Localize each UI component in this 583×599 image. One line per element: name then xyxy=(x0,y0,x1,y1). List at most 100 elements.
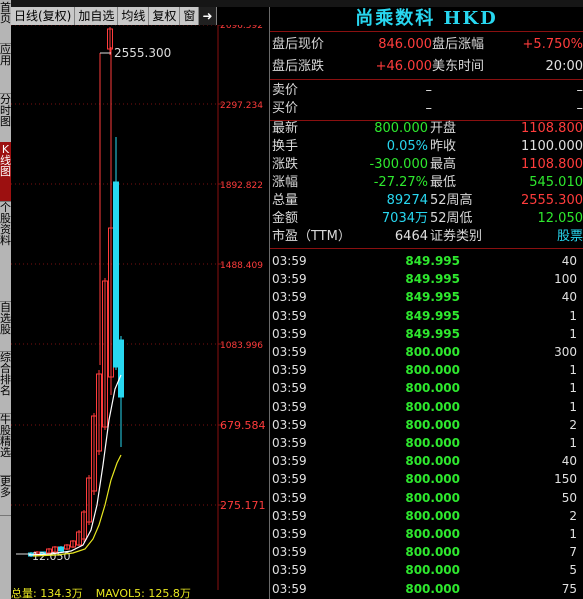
candle-body xyxy=(91,415,97,492)
ask-label: 卖价 xyxy=(272,83,299,98)
trade-time: 03:59 xyxy=(272,417,307,432)
side-tab-3[interactable]: K线图 xyxy=(0,142,11,202)
trade-volume: 1 xyxy=(569,381,577,396)
trade-price: 800.000 xyxy=(405,363,460,378)
side-tab-4[interactable]: 个股资料 xyxy=(0,200,11,302)
low-price-label: 12.050 xyxy=(32,550,71,563)
after-pct-value: +5.750% xyxy=(522,37,583,52)
wk52-low-label: 52周低 xyxy=(430,211,473,226)
trade-time: 03:59 xyxy=(272,290,307,305)
daily-adjusted-button[interactable]: 日线(复权) xyxy=(11,7,76,25)
trade-price: 800.000 xyxy=(405,381,460,396)
trade-time: 03:59 xyxy=(272,436,307,450)
trade-price: 800.000 xyxy=(405,472,460,487)
candle-body xyxy=(58,546,64,552)
trade-time: 03:59 xyxy=(272,399,307,414)
side-tab-1[interactable]: 应用 xyxy=(0,42,11,94)
ask-value: – xyxy=(425,83,433,98)
after-price-label: 盘后现价 xyxy=(272,37,325,52)
trade-row: 03:59 800.000 75 xyxy=(270,580,583,598)
trade-price: 800.000 xyxy=(405,436,460,450)
trade-price: 800.000 xyxy=(405,563,460,578)
trade-row: 03:59 849.995 100 xyxy=(270,270,583,288)
us-time-value: 20:00 xyxy=(545,59,583,74)
trade-price: 800.000 xyxy=(405,581,460,596)
trade-row: 03:59 849.995 1 xyxy=(270,325,583,343)
candle-body xyxy=(86,477,92,523)
trade-time: 03:59 xyxy=(272,472,307,487)
high-label: 最高 xyxy=(430,157,457,172)
after-pct-label: 盘后涨幅 xyxy=(432,37,485,52)
candle-body xyxy=(118,339,124,398)
trade-row: 03:59 800.000 300 xyxy=(270,343,583,361)
pe-value: 6464 xyxy=(394,229,428,244)
trade-volume: 1 xyxy=(569,363,577,378)
prev-close-value: 1100.000 xyxy=(520,139,583,154)
trade-row: 03:59 800.000 1 xyxy=(270,379,583,397)
price-tick-label: 2297.234 xyxy=(220,101,263,111)
trade-time: 03:59 xyxy=(272,254,307,268)
price-tick-label: 275.171 xyxy=(220,499,266,512)
trade-volume: 40 xyxy=(561,454,577,469)
divider xyxy=(270,248,583,249)
trade-price: 849.995 xyxy=(405,254,460,268)
after-price-value: 846.000 xyxy=(378,37,432,52)
divider xyxy=(270,79,583,80)
trade-volume: 1 xyxy=(569,399,577,414)
trade-row: 03:59 800.000 5 xyxy=(270,561,583,579)
candle-body xyxy=(34,551,40,555)
volume-value: 89274 xyxy=(386,193,428,208)
adjust-button[interactable]: 复权 xyxy=(149,7,181,25)
amount-value: 7034万 xyxy=(381,211,428,226)
candle-body xyxy=(52,546,58,553)
side-tab-5[interactable]: 自选股 xyxy=(0,300,11,352)
trade-volume: 40 xyxy=(561,290,577,305)
arrow-right-icon[interactable]: ➜ xyxy=(199,7,217,25)
trade-volume: 7 xyxy=(569,545,577,560)
trade-time: 03:59 xyxy=(272,545,307,560)
candle-body xyxy=(70,540,76,548)
trade-row: 03:59 800.000 1 xyxy=(270,525,583,543)
moving-average-button[interactable]: 均线 xyxy=(118,7,150,25)
trade-price: 800.000 xyxy=(405,345,460,359)
last-value: 800.000 xyxy=(374,121,428,136)
trade-price: 800.000 xyxy=(405,527,460,541)
side-tab-8[interactable]: 更多 xyxy=(0,474,11,516)
trade-price: 849.995 xyxy=(405,326,460,341)
low-value: 545.010 xyxy=(529,175,583,190)
trade-row: 03:59 800.000 2 xyxy=(270,507,583,525)
add-watchlist-button[interactable]: 加自选 xyxy=(75,7,119,25)
trade-volume: 2 xyxy=(569,417,577,432)
trade-time: 03:59 xyxy=(272,454,307,469)
trade-time: 03:59 xyxy=(272,490,307,505)
amount-label: 金额 xyxy=(272,211,299,226)
trade-row: 03:59 849.995 1 xyxy=(270,307,583,325)
trade-time: 03:59 xyxy=(272,308,307,323)
price-tick-label: 1083.996 xyxy=(220,341,263,351)
window-button[interactable]: 窗 xyxy=(180,7,200,25)
divider xyxy=(270,31,583,32)
bid-value: – xyxy=(425,101,433,116)
side-tab-0[interactable]: 首页 xyxy=(0,0,11,44)
trade-price: 800.000 xyxy=(405,399,460,414)
trade-volume: 150 xyxy=(554,472,577,487)
side-tab-6[interactable]: 综合排名 xyxy=(0,350,11,414)
trade-time: 03:59 xyxy=(272,363,307,378)
bid-label: 买价 xyxy=(272,101,299,116)
trade-row: 03:59 849.995 40 xyxy=(270,288,583,306)
price-tick-label: 679.584 xyxy=(220,419,266,432)
candle-body xyxy=(46,548,52,554)
total-volume-label: 总量: 134.3万 xyxy=(11,588,83,599)
change-label: 涨跌 xyxy=(272,157,299,172)
trade-price: 800.000 xyxy=(405,417,460,432)
side-tab-2[interactable]: 分时图 xyxy=(0,92,11,144)
ask-size: – xyxy=(576,83,583,98)
trade-row: 03:59 800.000 1 xyxy=(270,361,583,379)
sec-type-label: 证券类别 xyxy=(430,229,483,244)
pct-label: 涨幅 xyxy=(272,175,299,190)
candle-body xyxy=(102,280,108,428)
side-tab-7[interactable]: 牛股精选 xyxy=(0,412,11,476)
candlestick-chart[interactable]: 2696.592 2297.234 1892.822 1488.409 1083.996… xyxy=(11,25,269,590)
change-value: -300.000 xyxy=(369,157,428,172)
bid-size: – xyxy=(576,101,583,116)
